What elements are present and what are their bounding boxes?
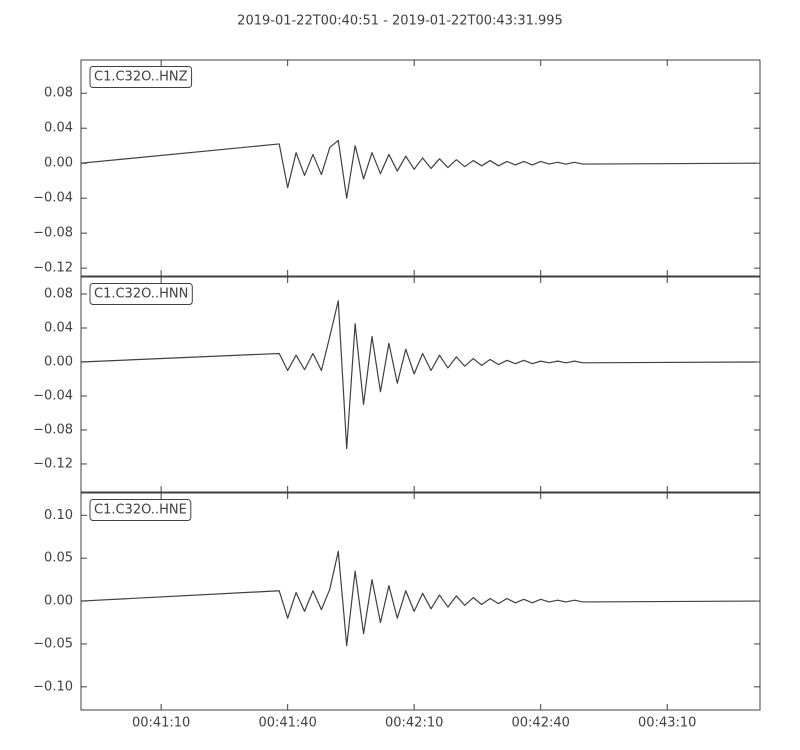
y-tick-label: −0.12 (33, 456, 73, 471)
waveform (80, 300, 756, 450)
y-tick-label: 0.05 (44, 551, 73, 566)
y-tick-label: −0.08 (33, 226, 73, 241)
trace-label-box (89, 283, 193, 305)
chart-title: 2019-01-22T00:40:51 - 2019-01-22T00:43:3… (237, 14, 563, 29)
y-tick-label: 0.04 (44, 320, 73, 335)
waveform (80, 550, 756, 647)
y-tick-label: −0.05 (33, 636, 73, 651)
y-tick-label: 0.04 (44, 121, 73, 136)
trace-label: C1.C32O..HNE (94, 503, 187, 518)
trace-label-box (89, 66, 193, 88)
y-tick-label: −0.04 (33, 191, 73, 206)
y-tick-label: −0.12 (33, 261, 73, 276)
y-tick-label: 0.00 (44, 594, 73, 609)
y-tick-label: −0.08 (33, 422, 73, 437)
y-tick-label: 0.00 (44, 156, 73, 171)
trace-label: C1.C32O..HNZ (94, 70, 188, 85)
y-tick-label: 0.08 (44, 286, 73, 301)
plot-frame (80, 59, 761, 277)
x-tick-label: 00:42:10 (385, 716, 443, 731)
y-tick-label: 0.00 (44, 354, 73, 369)
trace-label-box (89, 499, 192, 521)
y-tick-label: −0.04 (33, 388, 73, 403)
trace-label: C1.C32O..HNN (94, 287, 188, 302)
y-tick-label: 0.08 (44, 86, 73, 101)
x-tick-label: 00:41:40 (258, 716, 316, 731)
y-tick-label: 0.10 (44, 508, 73, 523)
plot-frame (80, 276, 761, 493)
waveform (80, 139, 756, 199)
y-tick-label: −0.10 (33, 679, 73, 694)
x-tick-label: 00:43:10 (638, 716, 696, 731)
x-tick-label: 00:41:10 (132, 716, 190, 731)
x-tick-label: 00:42:40 (512, 716, 570, 731)
